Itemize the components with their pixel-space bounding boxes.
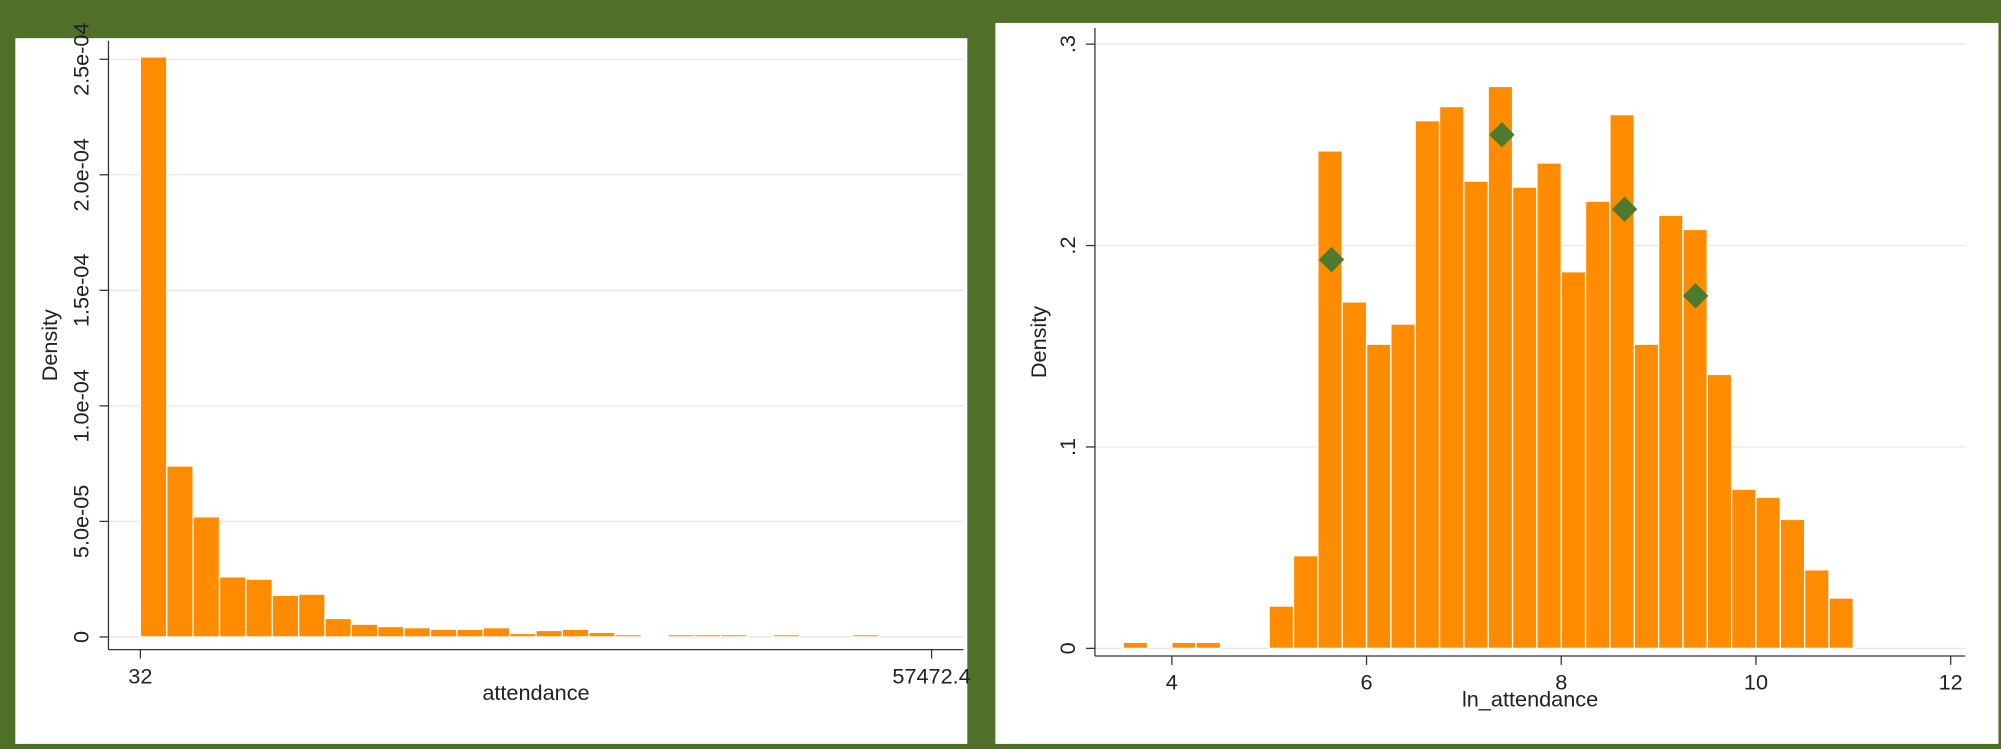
y-tick-label: 1.5e-04 (69, 254, 94, 327)
bar (772, 633, 801, 638)
diamond-marker (1682, 283, 1709, 309)
x-tick-label: 10 (1744, 670, 1768, 695)
y-tick-label: .3 (1055, 35, 1080, 53)
bar (535, 629, 563, 638)
y-tick-label: .1 (1055, 438, 1080, 456)
diamond-marker (1611, 196, 1638, 223)
diamond-marker (1318, 246, 1345, 273)
bar (1560, 271, 1587, 649)
y-axis-label: Density (1026, 306, 1051, 378)
bar (719, 633, 748, 638)
bar (482, 627, 511, 638)
bar (1414, 120, 1441, 649)
bar (851, 633, 880, 638)
x-axis-label: attendance (482, 680, 589, 705)
bar (456, 628, 484, 638)
x-tick-label: 4 (1166, 670, 1178, 695)
bar (1268, 605, 1295, 649)
bar (245, 578, 273, 638)
x-tick-label: 6 (1361, 670, 1373, 695)
bar (218, 576, 247, 638)
bar (1657, 214, 1684, 649)
y-axis-label: Density (37, 309, 62, 381)
y-tick-label: 2.5e-04 (69, 23, 94, 96)
y-tick-label: 1.0e-04 (69, 369, 94, 442)
bar (1365, 343, 1392, 649)
y-tick-label: .2 (1055, 237, 1080, 255)
bar (1122, 641, 1149, 649)
bar (640, 635, 669, 638)
bar (1487, 85, 1514, 649)
bar (614, 633, 643, 638)
bar (429, 628, 458, 638)
x-tick-label: 8 (1555, 670, 1567, 695)
x-tick-label: 32 (128, 663, 152, 688)
bar (139, 56, 168, 638)
y-tick-label: 5.0e-05 (69, 485, 94, 558)
bar (1341, 301, 1368, 649)
bar (192, 516, 221, 638)
bar (1609, 113, 1635, 649)
bar (1292, 555, 1319, 649)
bar (1195, 641, 1222, 649)
bar (403, 627, 432, 638)
bar (166, 465, 194, 638)
bar (1390, 323, 1416, 649)
bar (1803, 569, 1830, 649)
bar (271, 594, 300, 638)
bar (1438, 105, 1465, 649)
y-tick-label: 0 (69, 631, 94, 643)
bar (667, 633, 695, 638)
bar (1779, 518, 1806, 649)
bar (350, 623, 379, 638)
bar (1171, 641, 1197, 649)
bar (1828, 597, 1854, 649)
x-tick-label: 57472.4 (892, 663, 970, 688)
bar (508, 632, 537, 638)
bar (1633, 343, 1660, 649)
bar (1511, 186, 1538, 649)
bar (324, 617, 353, 638)
bar (1706, 373, 1733, 649)
x-tick-label: 12 (1939, 670, 1963, 695)
y-tick-label: 2.0e-04 (69, 138, 94, 211)
bar (1755, 496, 1781, 649)
bar (1536, 162, 1562, 649)
bar (588, 631, 616, 638)
bar (561, 628, 590, 638)
y-tick-label: 0 (1055, 642, 1080, 654)
bar (1584, 200, 1611, 649)
bar (1463, 180, 1489, 649)
bar (377, 625, 405, 638)
bar (1730, 488, 1757, 649)
x-axis-label: ln_attendance (1462, 686, 1598, 711)
bar (693, 633, 722, 638)
bar (297, 593, 326, 638)
bar (1317, 150, 1343, 649)
